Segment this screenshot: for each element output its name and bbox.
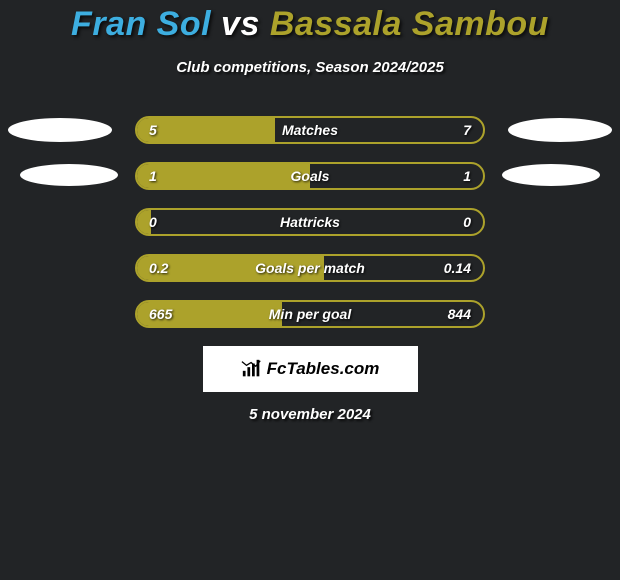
- stat-bar: 5Matches7: [135, 116, 485, 144]
- player2-badge: [508, 118, 612, 142]
- subtitle: Club competitions, Season 2024/2025: [0, 59, 620, 76]
- stat-row: 1Goals1: [0, 162, 620, 190]
- player1-badge: [8, 118, 112, 142]
- stat-label: Goals per match: [137, 256, 483, 280]
- stat-label: Min per goal: [137, 302, 483, 326]
- stat-value-right: 1: [463, 164, 471, 188]
- date-label: 5 november 2024: [0, 406, 620, 423]
- stat-bar: 0.2Goals per match0.14: [135, 254, 485, 282]
- stat-value-right: 7: [463, 118, 471, 142]
- stat-bar: 0Hattricks0: [135, 208, 485, 236]
- logo-text: FcTables.com: [267, 359, 380, 379]
- stat-rows: 5Matches7 1Goals1 0Hattricks0 0.2Goals per …: [0, 116, 620, 328]
- stat-label: Goals: [137, 164, 483, 188]
- stat-label: Hattricks: [137, 210, 483, 234]
- stat-value-right: 844: [448, 302, 471, 326]
- stat-row: 0.2Goals per match0.14: [0, 254, 620, 282]
- vs-separator: vs: [221, 5, 260, 43]
- logo-box: FcTables.com: [203, 346, 418, 392]
- player1-badge: [20, 164, 118, 186]
- stat-bar: 1Goals1: [135, 162, 485, 190]
- player2-badge: [502, 164, 600, 186]
- bar-chart-icon: [241, 358, 263, 380]
- stat-row: 5Matches7: [0, 116, 620, 144]
- page-title: Fran Sol vs Bassala Sambou: [0, 4, 620, 45]
- logo-inner: FcTables.com: [205, 348, 416, 390]
- comparison-card: Fran Sol vs Bassala Sambou Club competit…: [0, 0, 620, 423]
- player2-name: Bassala Sambou: [270, 5, 549, 43]
- player1-name: Fran Sol: [71, 5, 211, 43]
- stat-row: 665Min per goal844: [0, 300, 620, 328]
- stat-value-right: 0.14: [444, 256, 471, 280]
- stat-label: Matches: [137, 118, 483, 142]
- stat-bar: 665Min per goal844: [135, 300, 485, 328]
- stat-value-right: 0: [463, 210, 471, 234]
- stat-row: 0Hattricks0: [0, 208, 620, 236]
